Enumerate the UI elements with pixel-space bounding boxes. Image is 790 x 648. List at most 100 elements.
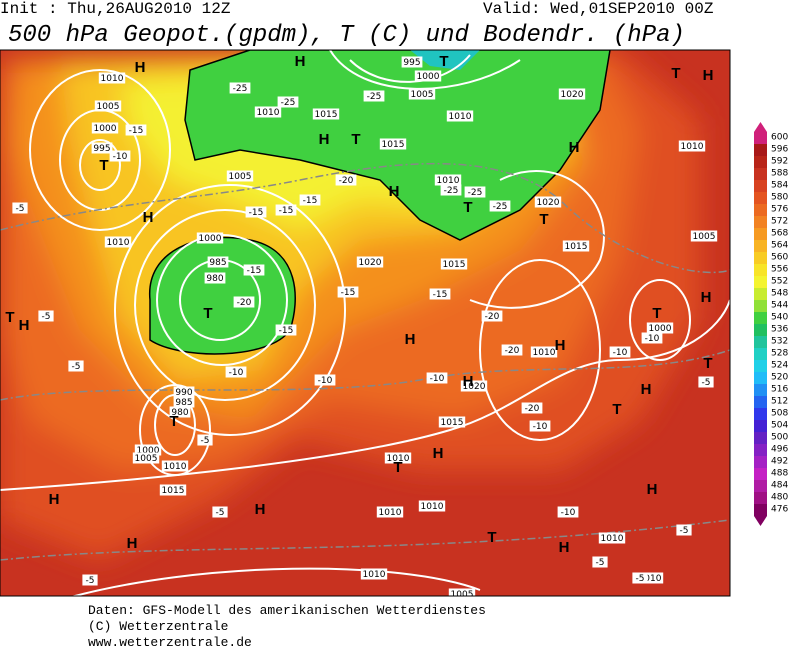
temperature-label: -15 — [433, 290, 448, 300]
temperature-label-box — [197, 434, 213, 446]
temperature-label: -15 — [129, 126, 144, 136]
temperature-label-box — [557, 506, 579, 518]
pressure-label-box — [418, 500, 446, 512]
temperature-label-box — [363, 90, 385, 102]
pressure-center: H — [433, 445, 444, 462]
pressure-label-box — [134, 444, 162, 456]
pressure-label: 1005 — [97, 102, 120, 112]
pressure-label: 995 — [93, 144, 110, 154]
temperature-label: -25 — [367, 92, 382, 102]
pressure-label-box — [98, 72, 126, 84]
pressure-center: T — [169, 413, 178, 430]
temperature-label: -15 — [279, 206, 294, 216]
footer-line: Daten: GFS-Modell des amerikanischen Wet… — [88, 603, 486, 618]
temperature-label: -5 — [636, 574, 645, 584]
legend-label: 572 — [771, 217, 788, 227]
pressure-label-box — [254, 106, 282, 118]
legend-label: 512 — [771, 397, 788, 407]
legend-swatch — [754, 336, 767, 348]
temperature-label: -20 — [339, 176, 354, 186]
pressure-label-box — [91, 122, 119, 134]
temperature-label: -10 — [318, 376, 333, 386]
temperature-label-box — [229, 82, 251, 94]
pressure-label: 1015 — [382, 140, 405, 150]
pressure-center: H — [49, 491, 60, 508]
pressure-center: H — [143, 209, 154, 226]
temperature-label-box — [245, 206, 267, 218]
temperature-label-box — [592, 556, 608, 568]
map-title: 500 hPa Geopot.(gpdm), T (C) und Bodendr… — [8, 22, 685, 49]
temperature-label: -5 — [201, 436, 210, 446]
pressure-label-box — [440, 258, 468, 270]
pressure-label: 1010 — [107, 238, 130, 248]
temperature-label: -25 — [493, 202, 508, 212]
legend-swatch — [754, 228, 767, 240]
temperature-label: -10 — [561, 508, 576, 518]
temperature-label: -25 — [233, 84, 248, 94]
legend-label: 508 — [771, 409, 788, 419]
pressure-center: H — [555, 337, 566, 354]
pressure-label: 1000 — [417, 72, 440, 82]
pressure-center: H — [405, 331, 416, 348]
temperature-label-box — [632, 572, 648, 584]
temperature-label: -25 — [444, 186, 459, 196]
temperature-label: -15 — [279, 326, 294, 336]
legend-label: 568 — [771, 229, 788, 239]
temperature-label-box — [481, 310, 503, 322]
pressure-label: 1005 — [451, 590, 474, 600]
temperature-label: -5 — [596, 558, 605, 568]
legend-swatch — [754, 156, 767, 168]
temperature-label-box — [440, 184, 462, 196]
temperature-label-box — [335, 174, 357, 186]
cold-core — [410, 50, 480, 70]
legend-swatch — [754, 348, 767, 360]
pressure-label-box — [460, 380, 488, 392]
pressure-label-box — [196, 232, 224, 244]
pressure-center: T — [351, 131, 360, 148]
legend-swatch — [754, 132, 767, 144]
pressure-label-box — [104, 236, 132, 248]
pressure-label: 1020 — [463, 382, 486, 392]
legend-label: 548 — [771, 289, 788, 299]
legend-label: 484 — [771, 481, 788, 491]
legend-label: 500 — [771, 433, 788, 443]
pressure-center: T — [487, 529, 496, 546]
pressure-label: 1000 — [94, 124, 117, 134]
legend-arrow — [754, 122, 767, 132]
pressure-label-box — [446, 110, 474, 122]
pressure-label: 1010 — [363, 570, 386, 580]
legend-label: 536 — [771, 325, 788, 335]
pressure-label-box — [360, 568, 388, 580]
temperature-label: -10 — [113, 152, 128, 162]
temperature-label: -25 — [468, 188, 483, 198]
temperature-label: -10 — [533, 422, 548, 432]
pressure-center: T — [439, 53, 448, 70]
pressure-center: H — [463, 373, 474, 390]
temperature-label-box — [529, 420, 551, 432]
temperature-label: -5 — [702, 378, 711, 388]
legend-swatch — [754, 252, 767, 264]
legend-swatch — [754, 468, 767, 480]
pressure-label: 980 — [206, 274, 223, 284]
pressure-label-box — [169, 406, 191, 418]
pressure-label: 1010 — [533, 348, 556, 358]
temperature-label-box — [82, 574, 98, 586]
pressure-center: H — [19, 317, 30, 334]
pressure-label-box — [434, 174, 462, 186]
legend-swatch — [754, 420, 767, 432]
pressure-label-box — [173, 396, 195, 408]
legend-swatch — [754, 276, 767, 288]
legend-label: 544 — [771, 301, 788, 311]
legend-label: 524 — [771, 361, 788, 371]
pressure-label: 1020 — [537, 198, 560, 208]
temperature-label: -5 — [42, 312, 51, 322]
legend-swatch — [754, 480, 767, 492]
temperature-label-box — [489, 200, 511, 212]
legend-swatch — [754, 360, 767, 372]
legend-label: 492 — [771, 457, 788, 467]
temperature-label-box — [501, 344, 523, 356]
pressure-center: H — [255, 501, 266, 518]
pressure-label-box — [678, 140, 706, 152]
